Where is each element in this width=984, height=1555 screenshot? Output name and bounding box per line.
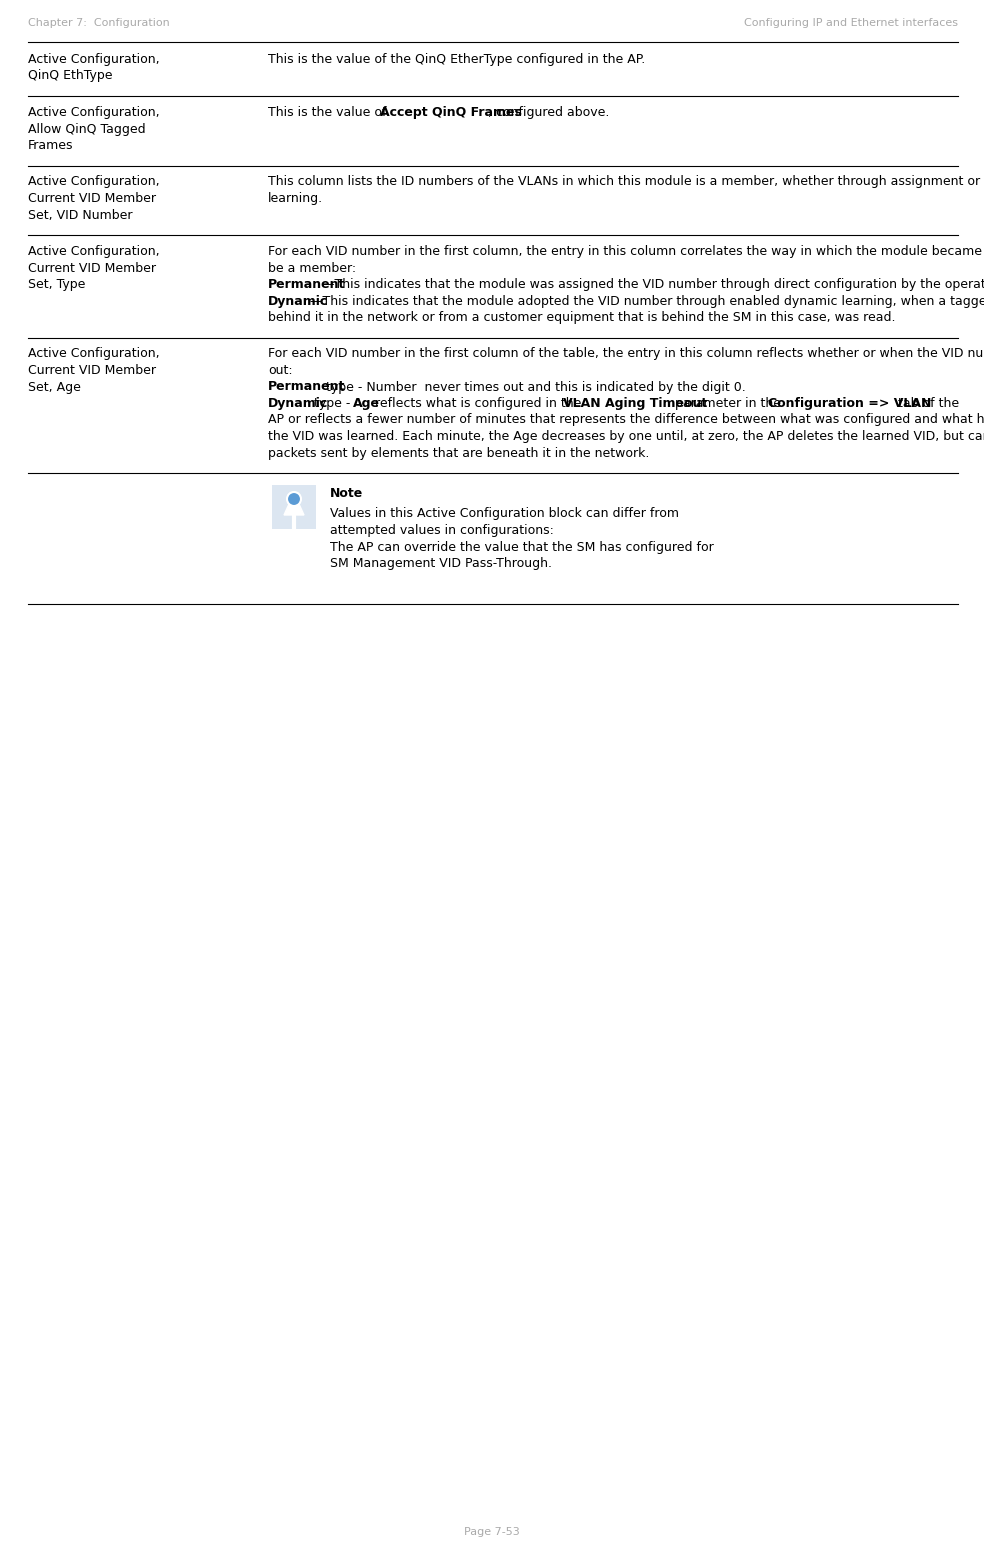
Text: behind it in the network or from a customer equipment that is behind the SM in t: behind it in the network or from a custo… (268, 311, 895, 323)
Text: Active Configuration,: Active Configuration, (28, 176, 159, 188)
Text: Set, Age: Set, Age (28, 381, 81, 393)
Text: , configured above.: , configured above. (488, 106, 610, 120)
Text: Note: Note (330, 487, 363, 501)
Text: Configuration => VLAN: Configuration => VLAN (768, 397, 931, 411)
Text: The AP can override the value that the SM has configured for: The AP can override the value that the S… (330, 541, 713, 554)
Text: reflects what is configured in the: reflects what is configured in the (371, 397, 585, 411)
Text: Active Configuration,: Active Configuration, (28, 347, 159, 361)
Text: learning.: learning. (268, 191, 323, 205)
Text: VLAN Aging Timeout: VLAN Aging Timeout (564, 397, 707, 411)
Text: out:: out: (268, 364, 292, 376)
Text: packets sent by elements that are beneath it in the network.: packets sent by elements that are beneat… (268, 446, 649, 459)
FancyBboxPatch shape (272, 485, 316, 529)
Text: type -: type - (310, 397, 354, 411)
Text: Active Configuration,: Active Configuration, (28, 53, 159, 65)
Text: Active Configuration,: Active Configuration, (28, 106, 159, 120)
Text: Values in this Active Configuration block can differ from: Values in this Active Configuration bloc… (330, 507, 679, 521)
Text: Accept QinQ Frames: Accept QinQ Frames (381, 106, 523, 120)
Text: —This indicates that the module adopted the VID number through enabled dynamic l: —This indicates that the module adopted … (310, 294, 984, 308)
Text: Age: Age (353, 397, 380, 411)
Text: tab of the: tab of the (893, 397, 958, 411)
Text: Page 7-53: Page 7-53 (464, 1527, 520, 1536)
Text: Allow QinQ Tagged: Allow QinQ Tagged (28, 123, 146, 135)
Text: Dynamic: Dynamic (268, 294, 329, 308)
Text: Frames: Frames (28, 138, 74, 152)
Text: parameter in the: parameter in the (671, 397, 785, 411)
Polygon shape (284, 493, 304, 515)
Text: Active Configuration,: Active Configuration, (28, 246, 159, 258)
Text: Permanent: Permanent (268, 381, 345, 393)
Text: Set, Type: Set, Type (28, 278, 86, 291)
Text: Dynamic: Dynamic (268, 397, 329, 411)
Text: Permanent: Permanent (268, 278, 345, 291)
Text: QinQ EthType: QinQ EthType (28, 70, 112, 82)
Text: This column lists the ID numbers of the VLANs in which this module is a member, : This column lists the ID numbers of the … (268, 176, 984, 188)
Text: SM Management VID Pass-Through.: SM Management VID Pass-Through. (330, 557, 552, 571)
Text: Configuring IP and Ethernet interfaces: Configuring IP and Ethernet interfaces (744, 19, 958, 28)
Text: For each VID number in the first column of the table, the entry in this column r: For each VID number in the first column … (268, 347, 984, 361)
Text: attempted values in configurations:: attempted values in configurations: (330, 524, 554, 536)
Circle shape (287, 491, 301, 505)
Text: the VID was learned. Each minute, the Age decreases by one until, at zero, the A: the VID was learned. Each minute, the Ag… (268, 431, 984, 443)
Text: For each VID number in the first column, the entry in this column correlates the: For each VID number in the first column,… (268, 246, 984, 258)
Text: AP or reflects a fewer number of minutes that represents the difference between : AP or reflects a fewer number of minutes… (268, 414, 984, 426)
Text: This is the value of the QinQ EtherType configured in the AP.: This is the value of the QinQ EtherType … (268, 53, 646, 65)
Text: be a member:: be a member: (268, 261, 356, 275)
Text: Current VID Member: Current VID Member (28, 364, 156, 376)
Text: This is the value of: This is the value of (268, 106, 391, 120)
Text: Current VID Member: Current VID Member (28, 191, 156, 205)
Text: —This indicates that the module was assigned the VID number through direct confi: —This indicates that the module was assi… (322, 278, 984, 291)
Text: Set, VID Number: Set, VID Number (28, 208, 133, 221)
Text: Chapter 7:  Configuration: Chapter 7: Configuration (28, 19, 170, 28)
Text: type - Number  never times out and this is indicated by the digit 0.: type - Number never times out and this i… (322, 381, 746, 393)
Text: Current VID Member: Current VID Member (28, 261, 156, 275)
